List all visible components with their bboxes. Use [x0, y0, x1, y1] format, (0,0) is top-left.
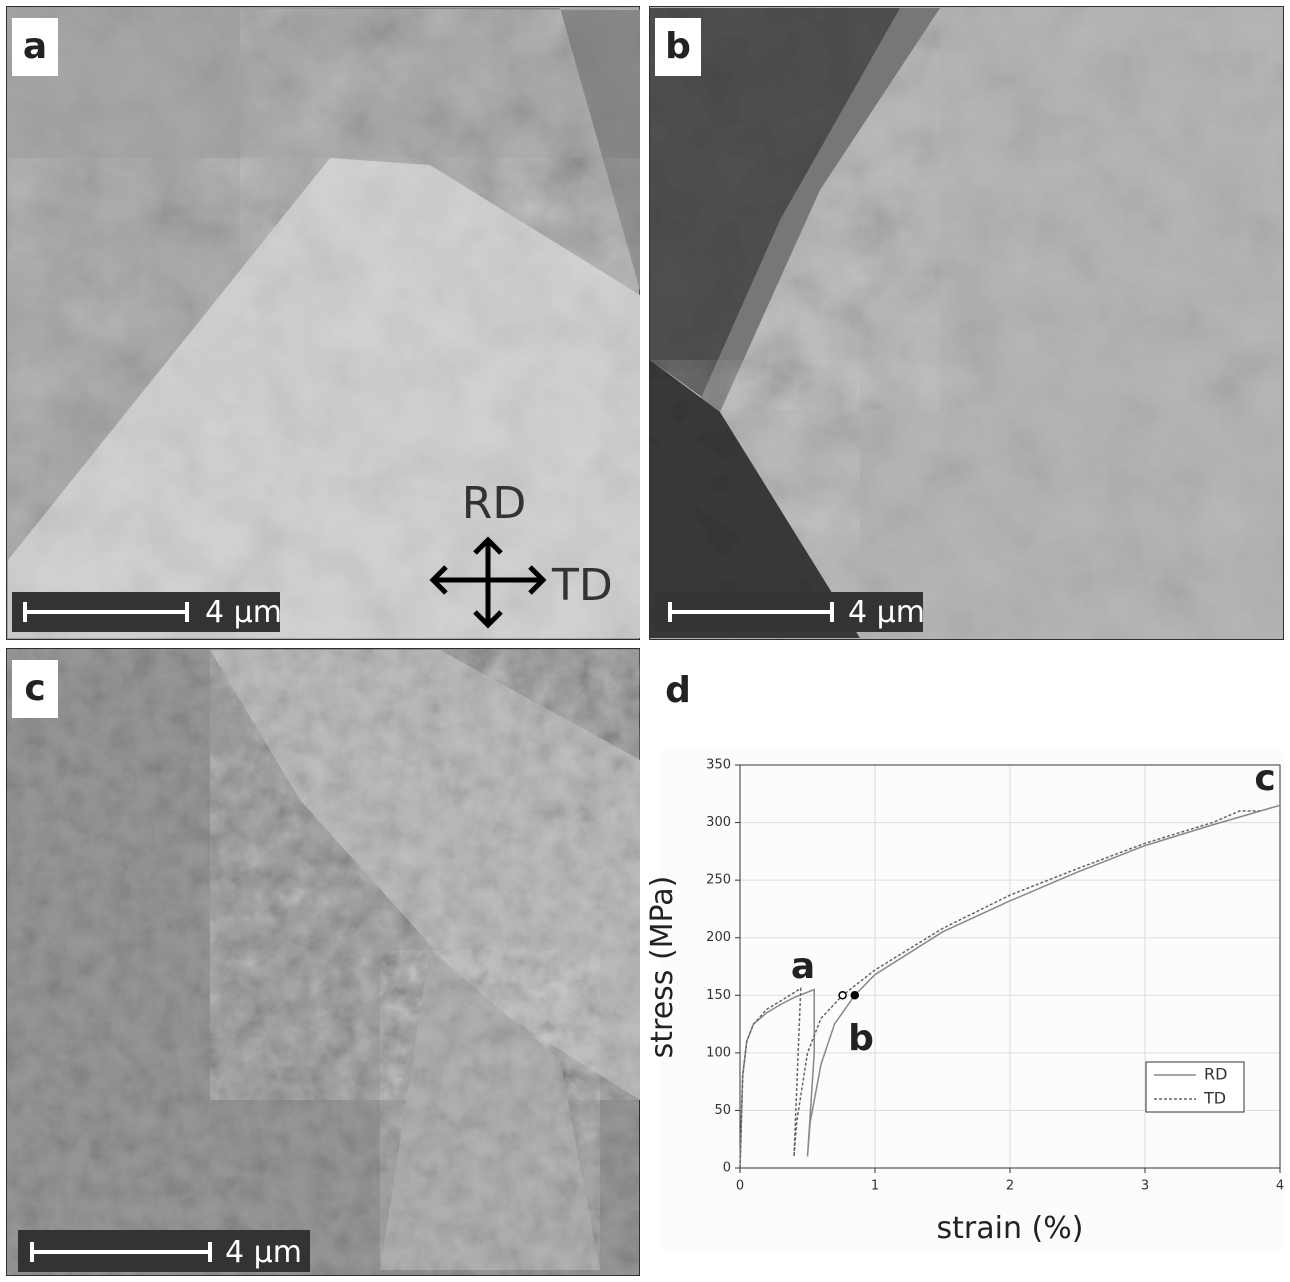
x-axis-label: strain (%)	[937, 1211, 1084, 1246]
legend	[1146, 1062, 1244, 1112]
panel-label: b	[665, 26, 691, 67]
y-tick-label: 50	[714, 1103, 731, 1118]
x-tick-label: 4	[1276, 1179, 1284, 1194]
legend-label: RD	[1204, 1065, 1227, 1084]
y-tick-label: 100	[706, 1045, 731, 1060]
direction-label: TD	[551, 560, 613, 611]
point	[839, 992, 846, 999]
panel-c: c 4 μm	[6, 648, 640, 1276]
scale-label: 4 μm	[848, 595, 925, 630]
legend-label: TD	[1203, 1089, 1226, 1108]
panel-b: b 4 μm	[649, 6, 1284, 640]
y-tick-label: 150	[706, 988, 731, 1003]
y-tick-label: 250	[706, 873, 731, 888]
y-tick-label: 200	[706, 930, 731, 945]
x-tick-label: 2	[1006, 1179, 1014, 1194]
chart-background	[660, 750, 1285, 1250]
y-tick-label: 0	[723, 1161, 731, 1176]
scale-label: 4 μm	[205, 595, 282, 630]
point	[851, 992, 858, 999]
y-axis-label: stress (MPa)	[645, 876, 680, 1059]
annotation: a	[791, 946, 815, 987]
x-tick-label: 1	[871, 1179, 879, 1194]
panel-label: d	[665, 670, 691, 711]
figure: a 4 μm RD TD b 4 μm c 4 μm d strain (%) …	[0, 0, 1290, 1278]
x-tick-label: 3	[1141, 1179, 1149, 1194]
panel-a: a 4 μm RD TD	[6, 6, 640, 640]
panel-label: a	[23, 26, 47, 67]
panel-label: c	[24, 668, 45, 709]
scale-label: 4 μm	[225, 1235, 302, 1270]
panel-d: d strain (%) stress (MPa) 0 50 100 150 200 25…	[645, 670, 1285, 1250]
y-tick-label: 350	[706, 758, 731, 773]
x-tick-label: 0	[736, 1179, 744, 1194]
annotation: c	[1254, 758, 1275, 799]
page: a 4 μm RD TD b 4 μm c 4 μm d strain (%) …	[0, 0, 1290, 1282]
direction-label: RD	[462, 478, 526, 529]
annotation: b	[848, 1018, 874, 1059]
y-tick-label: 300	[706, 815, 731, 830]
